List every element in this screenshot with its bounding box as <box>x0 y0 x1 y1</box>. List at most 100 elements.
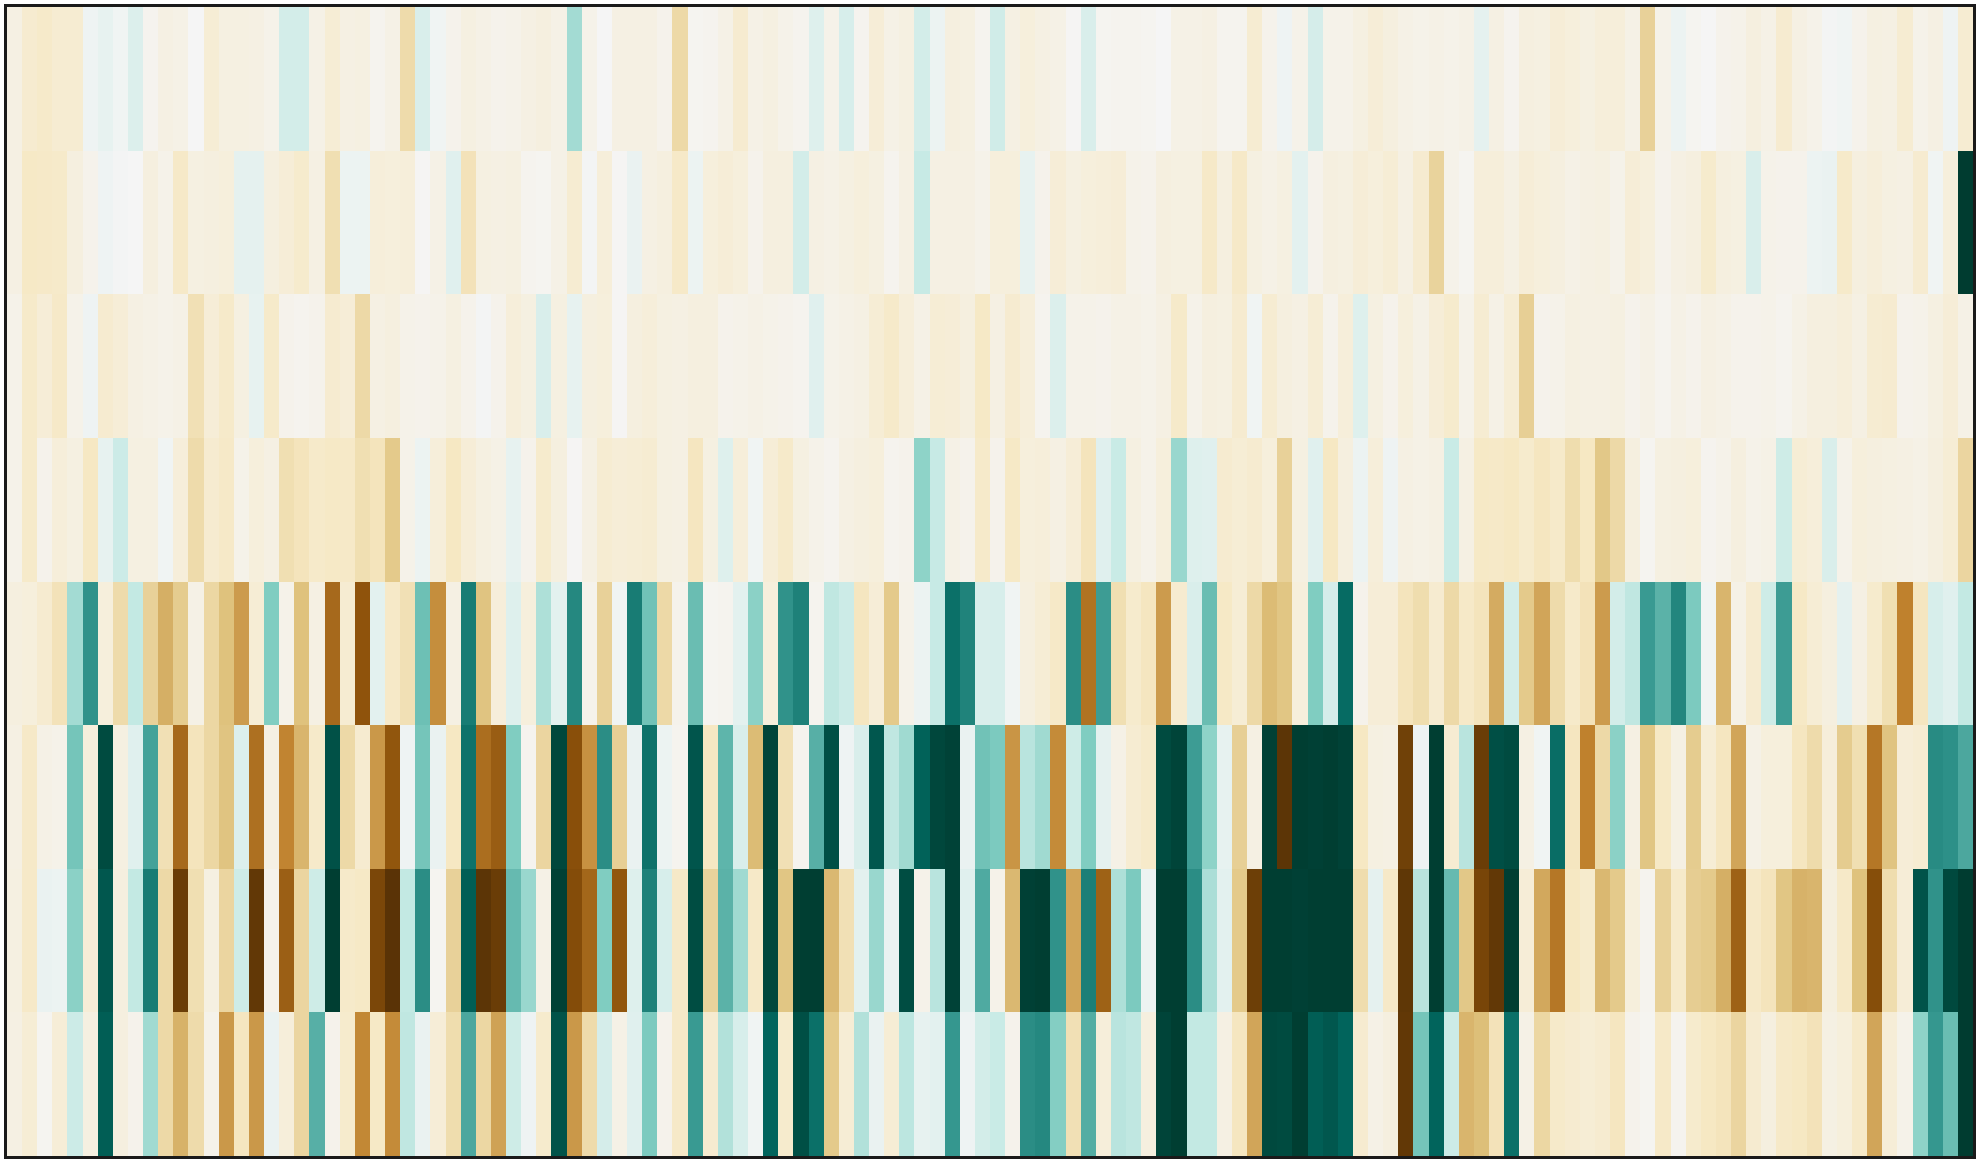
heatmap-cell <box>1368 869 1384 1013</box>
heatmap-cell <box>1580 294 1596 439</box>
heatmap-cell <box>1897 7 1914 152</box>
heatmap-cell <box>869 869 885 1013</box>
heatmap-cell <box>1141 294 1157 439</box>
heatmap-cell <box>1066 294 1082 439</box>
heatmap-cell <box>1429 582 1445 726</box>
heatmap-cell <box>1383 151 1399 295</box>
heatmap-cell <box>385 438 401 583</box>
heatmap-cell <box>22 1012 38 1157</box>
heatmap-cell <box>309 294 326 439</box>
heatmap-cell <box>824 438 840 583</box>
heatmap-cell <box>914 725 931 870</box>
heatmap-cell <box>415 151 431 295</box>
heatmap-cell <box>1671 725 1687 870</box>
heatmap-cell <box>1565 1012 1581 1157</box>
heatmap-cell <box>1081 725 1097 870</box>
heatmap-cell <box>1126 1012 1142 1157</box>
heatmap-cell <box>960 869 976 1013</box>
heatmap-cell <box>1882 438 1898 583</box>
heatmap-cell <box>975 438 991 583</box>
heatmap-cell <box>37 1012 53 1157</box>
heatmap-cell <box>1232 582 1248 726</box>
heatmap-cell <box>143 725 159 870</box>
heatmap-cell <box>914 438 931 583</box>
heatmap-cell <box>1867 294 1883 439</box>
heatmap-cell <box>506 725 522 870</box>
heatmap-cell <box>854 7 870 152</box>
heatmap-cell <box>536 869 552 1013</box>
heatmap-cell <box>1066 7 1082 152</box>
heatmap-cell <box>461 294 477 439</box>
heatmap-cell <box>1882 151 1898 295</box>
heatmap-cell <box>98 438 114 583</box>
heatmap-cell <box>143 294 159 439</box>
heatmap-cell <box>1837 869 1853 1013</box>
heatmap-cell <box>627 151 643 295</box>
heatmap-cell <box>763 438 779 583</box>
heatmap-cell <box>1565 438 1581 583</box>
heatmap-cell <box>688 151 704 295</box>
heatmap-cell <box>1897 725 1914 870</box>
heatmap-cell <box>1943 582 1959 726</box>
heatmap-cell <box>733 725 749 870</box>
heatmap-cell <box>612 869 628 1013</box>
heatmap-cell <box>1776 151 1793 295</box>
heatmap-cell <box>430 151 447 295</box>
heatmap-cell <box>597 1012 613 1157</box>
heatmap-cell <box>1429 438 1445 583</box>
heatmap-cell <box>1958 1012 1974 1157</box>
heatmap-cell <box>748 438 764 583</box>
heatmap-cell <box>914 7 931 152</box>
heatmap-cell <box>1323 1012 1339 1157</box>
heatmap-cell <box>1247 438 1263 583</box>
heatmap-cell <box>1217 438 1233 583</box>
heatmap-cell <box>1171 1012 1188 1157</box>
heatmap-cell <box>1413 582 1430 726</box>
heatmap-cell <box>778 7 794 152</box>
heatmap-cell <box>98 725 114 870</box>
heatmap-cell <box>1519 438 1535 583</box>
heatmap-cell <box>506 7 522 152</box>
heatmap-cell <box>521 582 537 726</box>
heatmap-cell <box>370 294 386 439</box>
heatmap-cell <box>809 725 825 870</box>
heatmap-cell <box>491 294 507 439</box>
heatmap-cell <box>1050 582 1067 726</box>
heatmap-cell <box>884 7 900 152</box>
heatmap-cell <box>98 1012 114 1157</box>
heatmap-cell <box>1413 869 1430 1013</box>
heatmap-cell <box>1081 582 1097 726</box>
heatmap-cell <box>642 438 658 583</box>
heatmap-cell <box>1217 151 1233 295</box>
heatmap-cell <box>1156 294 1172 439</box>
heatmap-cell <box>899 438 915 583</box>
heatmap-cell <box>672 869 689 1013</box>
heatmap-cell <box>1111 294 1127 439</box>
heatmap-cell <box>642 869 658 1013</box>
heatmap-cell <box>1716 1012 1732 1157</box>
heatmap-cell <box>703 1012 719 1157</box>
heatmap-cell <box>67 294 84 439</box>
heatmap-cell <box>1444 1012 1460 1157</box>
heatmap-cell <box>733 7 749 152</box>
heatmap-cell <box>1202 438 1218 583</box>
heatmap-cell <box>597 151 613 295</box>
heatmap-cell <box>1489 582 1505 726</box>
heatmap-cell <box>1156 725 1172 870</box>
heatmap-cell <box>1852 869 1868 1013</box>
heatmap-cell <box>1171 151 1188 295</box>
heatmap-cell <box>1338 151 1354 295</box>
heatmap-cell <box>219 1012 235 1157</box>
heatmap-cell <box>1474 438 1490 583</box>
heatmap-cell <box>1338 294 1354 439</box>
heatmap-cell <box>1776 294 1793 439</box>
heatmap-cell <box>521 7 537 152</box>
heatmap-cell <box>1928 438 1944 583</box>
heatmap-cell <box>1156 7 1172 152</box>
heatmap-cell <box>1761 438 1777 583</box>
heatmap-cell <box>1716 869 1732 1013</box>
heatmap-cell <box>1504 1012 1520 1157</box>
heatmap-cell <box>703 151 719 295</box>
heatmap-cell <box>22 725 38 870</box>
heatmap-cell <box>491 725 507 870</box>
